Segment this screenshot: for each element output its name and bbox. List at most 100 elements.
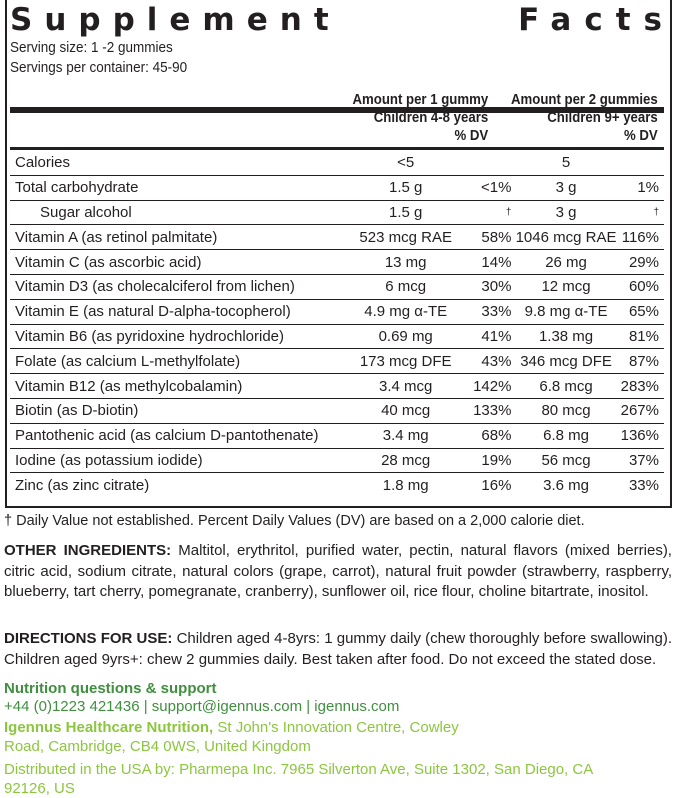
nutrient-amt2: 56 mcg — [511, 448, 621, 474]
nutrient-amt2: 5 — [511, 151, 621, 176]
nutrient-row: Biotin (as D-biotin) 40 mcg 133% 80 mcg 267% — [10, 398, 664, 424]
nutrient-name: Calories — [10, 151, 357, 176]
nutrient-dv1: 16% — [481, 476, 512, 494]
directions-text: Children aged 4-8yrs: 1 gummy daily (che… — [4, 630, 673, 668]
col1-line2: Children 4-8 years — [373, 109, 488, 126]
nutrient-dv2: 37% — [620, 448, 664, 474]
nutrient-row: Calories <5 5 — [10, 151, 664, 176]
nutrient-row: Vitamin D3 (as cholecalciferol from lich… — [10, 274, 664, 300]
header-divider — [10, 147, 664, 150]
serving-size: Serving size: 1 -2 gummies — [10, 39, 173, 56]
nutrient-amt1: 0.69 mg — [356, 324, 456, 350]
nutrient-amt1: 1.5 g — [356, 200, 456, 226]
nutrient-amt1: 40 mcg — [356, 398, 456, 424]
nutrient-amt2: 80 mcg — [511, 398, 621, 424]
nutrient-dv1: † — [455, 200, 512, 226]
nutrient-dv1: <1% — [455, 175, 512, 201]
nutrient-amt2: 9.8 mg α-TE — [511, 299, 621, 325]
nutrient-amt1: 3.4 mcg — [356, 373, 456, 399]
nutrient-row: Vitamin B6 (as pyridoxine hydrochloride)… — [10, 324, 664, 350]
nutrient-dv2: 29% — [620, 249, 664, 275]
directions: DIRECTIONS FOR USE: Children aged 4-8yrs… — [4, 629, 672, 670]
nutrient-dv2: 283% — [620, 373, 664, 399]
servings-per-container: Servings per container: 45-90 — [10, 59, 188, 76]
other-ingredients-text: Maltitol, erythritol, purified water, pe… — [4, 542, 672, 600]
nutrient-amt1: 173 mcg DFE — [356, 348, 456, 375]
thick-divider — [10, 107, 664, 113]
title-word-supplement: Supplement — [10, 2, 341, 38]
panel-title: Supplement Facts — [10, 2, 662, 38]
company-name: Igennus Healthcare Nutrition, — [4, 719, 214, 736]
nutrient-amt1: 523 mcg RAE — [356, 224, 456, 251]
nutrient-row: Sugar alcohol 1.5 g † 3 g † — [10, 200, 664, 226]
other-ingredients-label: OTHER INGREDIENTS: — [4, 542, 172, 559]
nutrient-dv1: 30% — [455, 274, 512, 300]
nutrient-amt2: 3 g — [511, 175, 621, 201]
nutrient-dv1: 58% — [455, 224, 512, 251]
nutrient-name: Vitamin B6 (as pyridoxine hydrochloride) — [10, 324, 357, 350]
title-word-facts: Facts — [518, 2, 675, 38]
nutrient-dv1: 68% — [455, 423, 512, 449]
nutrient-dv1: 33% — [455, 299, 512, 325]
nutrient-name: Vitamin D3 (as cholecalciferol from lich… — [10, 274, 357, 300]
nutrient-amt1: 28 mcg — [356, 448, 456, 474]
nutrient-amt2: 12 mcg — [511, 274, 621, 300]
nutrient-dv2: 116% — [620, 224, 664, 251]
nutrient-name: Total carbohydrate — [10, 175, 357, 201]
nutrient-row: Iodine (as potassium iodide) 28 mcg 19% 56 … — [10, 448, 664, 474]
nutrient-dv2: † — [620, 200, 664, 226]
nutrient-row: Folate (as calcium L-methylfolate) 173 mc… — [10, 348, 664, 375]
nutrient-name: Folate (as calcium L-methylfolate) — [10, 348, 357, 375]
nutrient-name: Zinc (as zinc citrate) — [15, 476, 150, 494]
nutrient-amt2: 6.8 mg — [511, 423, 621, 449]
nutrient-row: Vitamin E (as natural D-alpha-tocopherol… — [10, 299, 664, 325]
nutrient-dv2: 65% — [620, 299, 664, 325]
nutrient-dv1: 43% — [455, 348, 512, 375]
nutrient-dv1: 19% — [455, 448, 512, 474]
col2-line1: Amount per 2 gummies — [511, 91, 658, 108]
nutrient-amt1: 1.5 g — [356, 175, 456, 201]
nutrient-dv1: 133% — [455, 398, 512, 424]
column-header-2: Amount per 2 gummies Children 9+ years %… — [511, 91, 658, 145]
nutrient-row: Vitamin A (as retinol palmitate) 523 mcg … — [10, 224, 664, 251]
nutrient-name: Sugar alcohol — [10, 200, 357, 226]
distributor: Distributed in the USA by: Pharmepa Inc.… — [4, 761, 593, 797]
nutrient-table: Calories <5 5 Total carbohydrate 1.5 g <1% 3 g… — [10, 151, 664, 497]
col2-dv: % DV — [624, 127, 658, 144]
company-address: Igennus Healthcare Nutrition, St John's … — [4, 718, 474, 756]
nutrient-name: Pantothenic acid (as calcium D-pantothen… — [10, 423, 357, 449]
nutrient-row: Vitamin C (as ascorbic acid) 13 mg 14% 26 m… — [10, 249, 664, 275]
nutrient-name: Biotin (as D-biotin) — [10, 398, 357, 424]
nutrient-name: Vitamin C (as ascorbic acid) — [10, 249, 357, 275]
nutrient-row: Total carbohydrate 1.5 g <1% 3 g 1% — [10, 175, 664, 201]
footnote: † Daily Value not established. Percent D… — [4, 513, 585, 529]
nutrient-dv1 — [455, 151, 512, 176]
nutrient-amt1: 1.8 mg — [382, 476, 429, 494]
nutrient-amt2: 3 g — [511, 200, 621, 226]
nutrient-amt2: 26 mg — [511, 249, 621, 275]
nutrient-dv2: 267% — [620, 398, 664, 424]
nutrient-amt1: <5 — [356, 151, 456, 176]
nutrient-dv2: 81% — [620, 324, 664, 350]
nutrient-row: Pantothenic acid (as calcium D-pantothen… — [10, 423, 664, 449]
nutrient-amt1: 4.9 mg α-TE — [356, 299, 456, 325]
nutrient-dv1: 142% — [455, 373, 512, 399]
support-contact[interactable]: +44 (0)1223 421436 | support@igennus.com… — [4, 698, 400, 715]
col2-line2: Children 9+ years — [547, 109, 658, 126]
nutrient-dv2: 1% — [620, 175, 664, 201]
nutrient-amt1: 6 mcg — [356, 274, 456, 300]
col1-dv: % DV — [454, 127, 488, 144]
nutrient-row: Vitamin B12 (as methylcobalamin) 3.4 mcg 1… — [10, 373, 664, 399]
address: St John's Innovation Centre, Cowley Road… — [4, 719, 459, 755]
nutrient-amt2: 1046 mcg RAE — [511, 224, 621, 251]
nutrient-dv2 — [620, 151, 664, 176]
nutrient-dv2: 60% — [620, 274, 664, 300]
nutrient-name: Iodine (as potassium iodide) — [10, 448, 357, 474]
nutrient-name: Vitamin B12 (as methylcobalamin) — [10, 373, 357, 399]
nutrient-amt1: 13 mg — [356, 249, 456, 275]
nutrient-name: Vitamin E (as natural D-alpha-tocopherol… — [10, 299, 357, 325]
nutrient-row: Zinc (as zinc citrate) 1.8 mg 16% 3.6 mg 33% — [10, 473, 664, 497]
nutrient-amt2: 3.6 mg — [543, 476, 589, 494]
column-header-1: Amount per 1 gummy Children 4-8 years % … — [352, 91, 488, 145]
nutrient-name: Vitamin A (as retinol palmitate) — [10, 224, 357, 251]
